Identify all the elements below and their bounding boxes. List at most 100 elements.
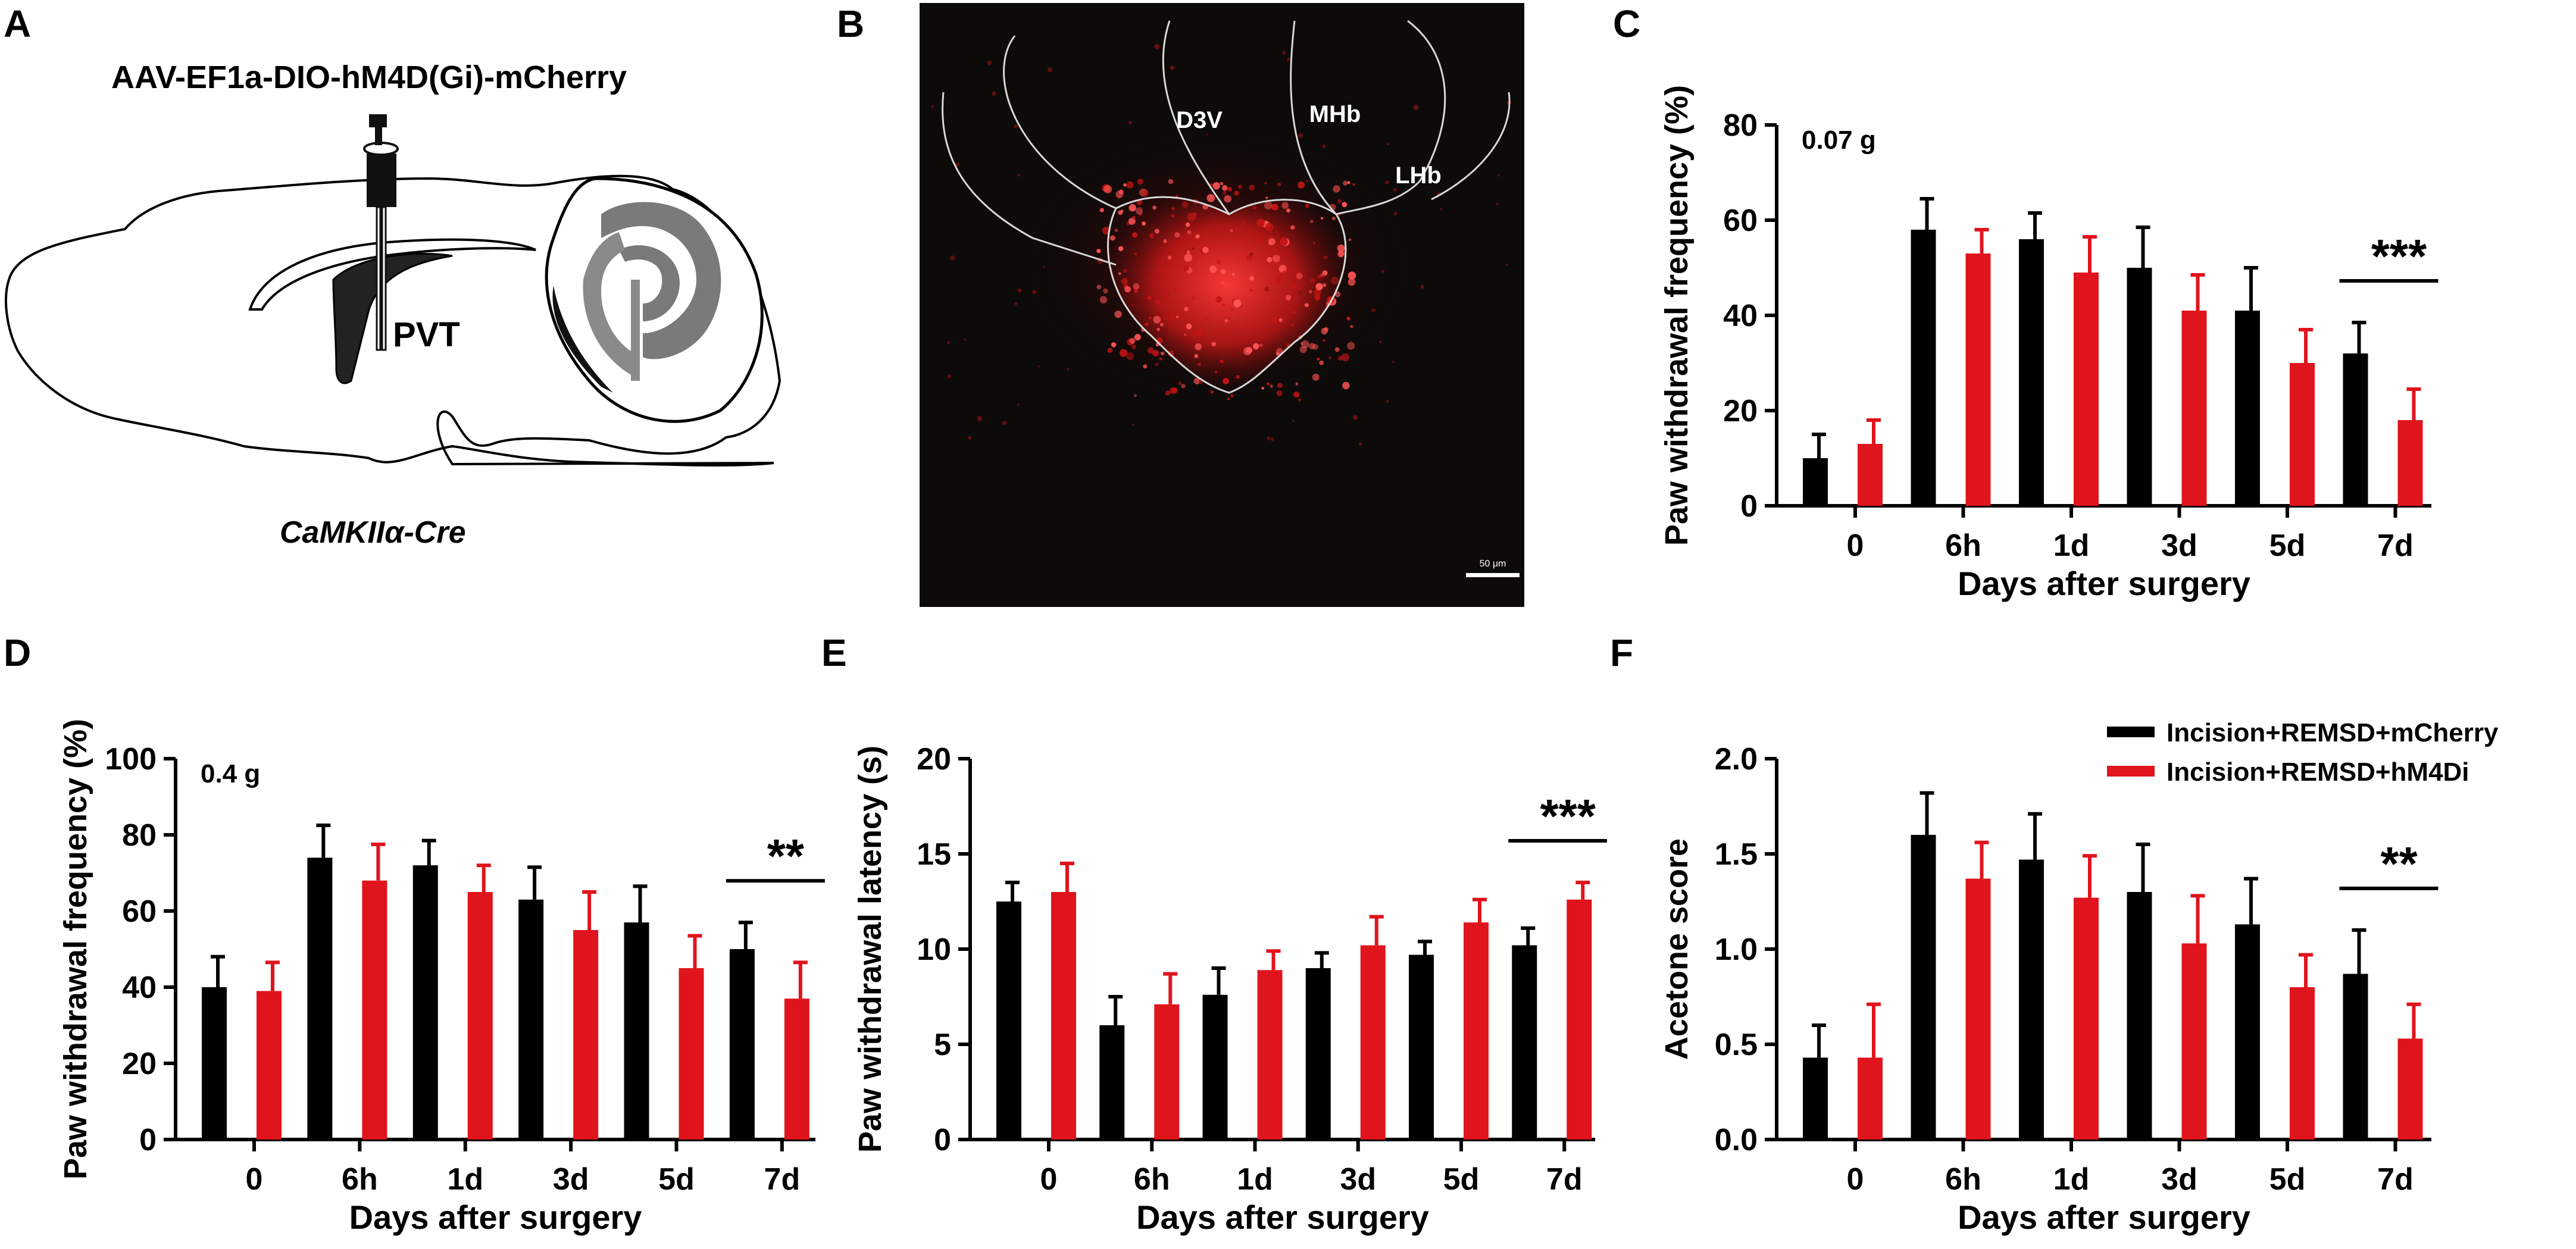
cell-dot	[1304, 303, 1309, 308]
bar	[624, 922, 649, 1140]
bar	[1965, 253, 1991, 506]
cell-dot	[1227, 187, 1233, 192]
cell-dot	[1282, 270, 1286, 274]
bar	[1803, 1057, 1828, 1140]
cell-dot	[1103, 185, 1112, 193]
cell-dot	[1276, 352, 1280, 356]
cell-dot	[1114, 228, 1118, 232]
cell-dot	[1017, 289, 1022, 293]
virus-label: AAV-EF1a-DIO-hM4D(Gi)-mCherry	[111, 60, 627, 95]
cell-dot	[1321, 217, 1323, 220]
y-tick-label: 10	[917, 932, 951, 967]
cell-dot	[1169, 387, 1177, 395]
bar	[2181, 943, 2207, 1140]
cell-dot	[1333, 185, 1340, 193]
cell-dot	[1293, 392, 1300, 398]
cell-dot	[1319, 360, 1324, 365]
y-tick-label: 5	[934, 1028, 951, 1062]
cell-dot	[1298, 398, 1302, 402]
y-axis-label: Paw withdrawal frequency (%)	[1659, 85, 1695, 546]
bar	[467, 892, 493, 1140]
cell-dot	[1291, 283, 1297, 289]
x-tick-label: 1d	[1237, 1162, 1273, 1197]
x-tick-label: 5d	[2269, 1162, 2306, 1197]
bar	[1360, 945, 1386, 1140]
cell-dot	[1224, 195, 1232, 203]
cell-dot	[1153, 315, 1161, 324]
cell-dot	[1348, 278, 1356, 286]
cell-dot	[1252, 205, 1256, 210]
cell-dot	[1264, 181, 1267, 184]
cell-dot	[1358, 442, 1362, 446]
cell-dot	[1321, 327, 1328, 335]
x-tick-label: 7d	[764, 1162, 801, 1197]
cell-dot	[1270, 384, 1273, 388]
x-axis-label: Days after surgery	[1958, 565, 2250, 602]
cell-dot	[1206, 133, 1208, 136]
panel-label-e: E	[821, 631, 847, 674]
cell-dot	[1231, 273, 1235, 276]
x-tick-label: 3d	[1340, 1162, 1376, 1197]
corpus-callosum	[248, 238, 536, 311]
cell-dot	[1216, 259, 1221, 265]
bar	[2397, 420, 2423, 506]
cell-dot	[1195, 343, 1202, 350]
cell-dot	[1220, 181, 1224, 186]
bar	[2019, 859, 2044, 1140]
cell-dot	[1192, 247, 1195, 251]
panel-label-d: D	[4, 631, 32, 674]
cell-dot	[1128, 121, 1132, 125]
cell-dot	[1312, 242, 1316, 245]
cell-dot	[1387, 143, 1389, 146]
cell-dot	[1160, 286, 1163, 290]
bar	[2397, 1038, 2423, 1140]
cell-dot	[1249, 289, 1253, 292]
y-tick-label: 0	[139, 1123, 157, 1157]
cell-dot	[1152, 205, 1156, 210]
cell-dot	[1032, 290, 1037, 295]
cell-dot	[1171, 214, 1175, 218]
cell-dot	[1279, 237, 1288, 246]
y-tick-label: 20	[1723, 394, 1758, 428]
x-tick-label: 0	[1847, 528, 1864, 563]
cell-dot	[1268, 238, 1276, 245]
cell-dot	[1168, 179, 1174, 184]
cell-dot	[1270, 317, 1277, 323]
cell-dot	[1132, 424, 1134, 426]
cell-dot	[1264, 287, 1270, 292]
y-tick-label: 0	[1740, 489, 1758, 524]
x-tick-label: 6h	[1134, 1162, 1170, 1197]
cell-dot	[1195, 234, 1200, 239]
bar	[2074, 273, 2099, 506]
bar	[679, 968, 704, 1140]
y-tick-label: 40	[122, 971, 157, 1005]
syringe-icon	[363, 114, 399, 351]
cell-dot	[1131, 345, 1136, 349]
bar	[362, 880, 387, 1140]
cell-dot	[1159, 267, 1165, 273]
bar	[1409, 954, 1434, 1140]
cell-dot	[1141, 189, 1149, 197]
cell-dot	[1234, 190, 1239, 196]
cell-dot	[964, 338, 966, 341]
cell-dot	[1223, 378, 1229, 384]
cell-dot	[1221, 281, 1224, 284]
cell-dot	[1170, 65, 1174, 70]
bar	[2181, 311, 2207, 506]
x-tick-label: 1d	[447, 1162, 483, 1197]
cell-dot	[1198, 362, 1201, 367]
cell-dot	[1155, 299, 1160, 305]
cell-dot	[1220, 359, 1224, 364]
cell-dot	[1352, 183, 1355, 186]
bar	[2290, 987, 2315, 1140]
y-tick-label: 60	[122, 894, 157, 929]
cell-dot	[1420, 285, 1424, 289]
fluorescence-micrograph: D3V MHb LHb 50 μm	[920, 3, 1524, 607]
cell-dot	[1309, 220, 1314, 223]
hippocampus	[332, 252, 453, 384]
cell-dot	[1315, 283, 1323, 290]
cell-dot	[1155, 362, 1159, 367]
cell-dot	[1230, 229, 1233, 233]
x-tick-label: 3d	[2161, 1162, 2197, 1197]
pvt-label: PVT	[393, 315, 460, 354]
